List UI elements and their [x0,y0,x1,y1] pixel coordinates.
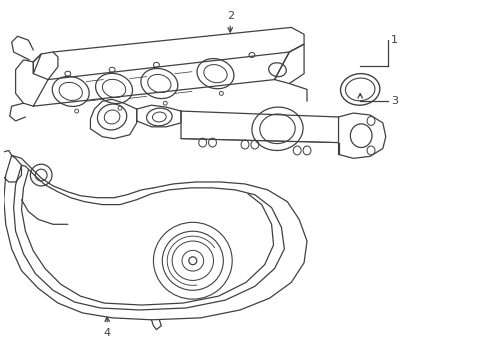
Text: 4: 4 [103,328,111,338]
Text: 3: 3 [391,96,398,106]
Text: 1: 1 [391,35,398,45]
Text: 2: 2 [227,10,234,21]
